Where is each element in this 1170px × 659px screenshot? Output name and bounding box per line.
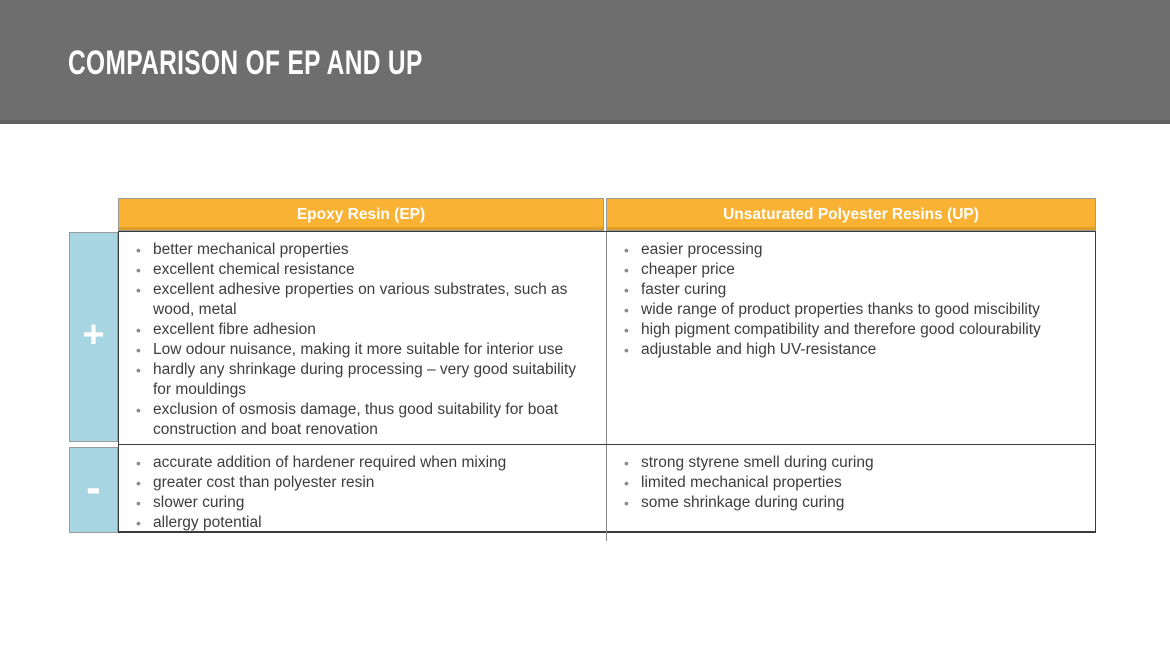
bullet-item: limited mechanical properties [619,473,1083,493]
bullet-item: Low odour nuisance, making it more suita… [131,340,594,360]
bullet-item: wide range of product properties thanks … [619,300,1083,320]
cell-up-negatives: strong styrene smell during curinglimite… [606,445,1095,541]
plus-icon: + [82,313,105,356]
row-sign-positive: + [69,232,118,442]
bullet-item: greater cost than polyester resin [131,473,594,493]
column-header-ep: Epoxy Resin (EP) [118,198,604,231]
bullet-item: excellent adhesive properties on various… [131,280,594,320]
bullet-item: better mechanical properties [131,240,594,260]
bullet-item: allergy potential [131,513,594,533]
table-header-row: Epoxy Resin (EP) Unsaturated Polyester R… [118,198,1096,231]
bullet-item: slower curing [131,493,594,513]
page-title: COMPARISON OF EP AND UP [68,44,423,82]
cell-ep-negatives: accurate addition of hardener required w… [119,445,606,541]
comparison-table: better mechanical propertiesexcellent ch… [118,231,1096,541]
bullet-item: accurate addition of hardener required w… [131,453,594,473]
bullet-item: cheaper price [619,260,1083,280]
slide-header-band: COMPARISON OF EP AND UP [0,0,1170,124]
bullet-item: excellent chemical resistance [131,260,594,280]
cell-up-positives: easier processingcheaper pricefaster cur… [606,232,1095,444]
row-sign-negative: - [69,447,118,533]
bullet-item: adjustable and high UV-resistance [619,340,1083,360]
up-negatives-list: strong styrene smell during curinglimite… [619,453,1083,513]
table-row-negatives: accurate addition of hardener required w… [119,445,1095,541]
bullet-item: some shrinkage during curing [619,493,1083,513]
column-header-up: Unsaturated Polyester Resins (UP) [606,198,1096,231]
up-positives-list: easier processingcheaper pricefaster cur… [619,240,1083,360]
cell-ep-positives: better mechanical propertiesexcellent ch… [119,232,606,444]
minus-icon: - [86,463,101,512]
bullet-item: faster curing [619,280,1083,300]
bullet-item: hardly any shrinkage during processing –… [131,360,594,400]
bullet-item: easier processing [619,240,1083,260]
bullet-item: high pigment compatibility and therefore… [619,320,1083,340]
bullet-item: excellent fibre adhesion [131,320,594,340]
ep-positives-list: better mechanical propertiesexcellent ch… [131,240,594,440]
bullet-item: strong styrene smell during curing [619,453,1083,473]
ep-negatives-list: accurate addition of hardener required w… [131,453,594,533]
bullet-item: exclusion of osmosis damage, thus good s… [131,400,594,440]
table-row-positives: better mechanical propertiesexcellent ch… [119,232,1095,445]
